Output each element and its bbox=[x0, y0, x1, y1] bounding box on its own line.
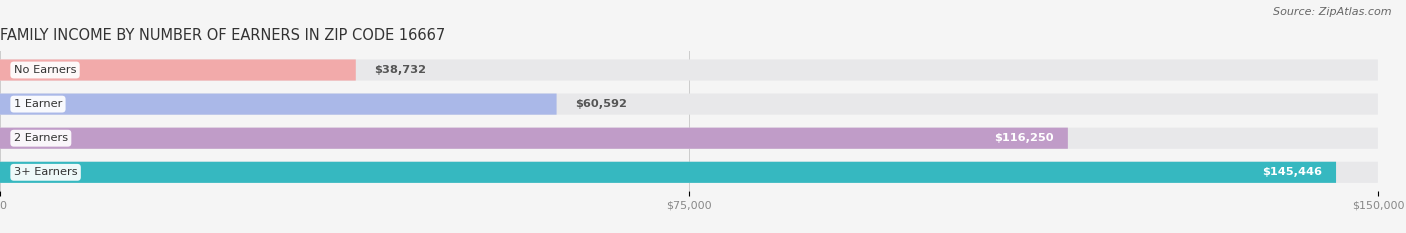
FancyBboxPatch shape bbox=[0, 128, 1378, 149]
FancyBboxPatch shape bbox=[0, 59, 1378, 81]
FancyBboxPatch shape bbox=[0, 162, 1378, 183]
FancyBboxPatch shape bbox=[0, 93, 1378, 115]
Text: FAMILY INCOME BY NUMBER OF EARNERS IN ZIP CODE 16667: FAMILY INCOME BY NUMBER OF EARNERS IN ZI… bbox=[0, 28, 446, 43]
Text: $116,250: $116,250 bbox=[994, 133, 1054, 143]
Text: $60,592: $60,592 bbox=[575, 99, 627, 109]
FancyBboxPatch shape bbox=[0, 93, 557, 115]
Text: Source: ZipAtlas.com: Source: ZipAtlas.com bbox=[1274, 7, 1392, 17]
FancyBboxPatch shape bbox=[0, 128, 1069, 149]
FancyBboxPatch shape bbox=[0, 59, 356, 81]
FancyBboxPatch shape bbox=[0, 162, 1336, 183]
Text: 2 Earners: 2 Earners bbox=[14, 133, 67, 143]
Text: No Earners: No Earners bbox=[14, 65, 76, 75]
Text: 3+ Earners: 3+ Earners bbox=[14, 167, 77, 177]
Text: $145,446: $145,446 bbox=[1263, 167, 1322, 177]
Text: $38,732: $38,732 bbox=[374, 65, 426, 75]
Text: 1 Earner: 1 Earner bbox=[14, 99, 62, 109]
